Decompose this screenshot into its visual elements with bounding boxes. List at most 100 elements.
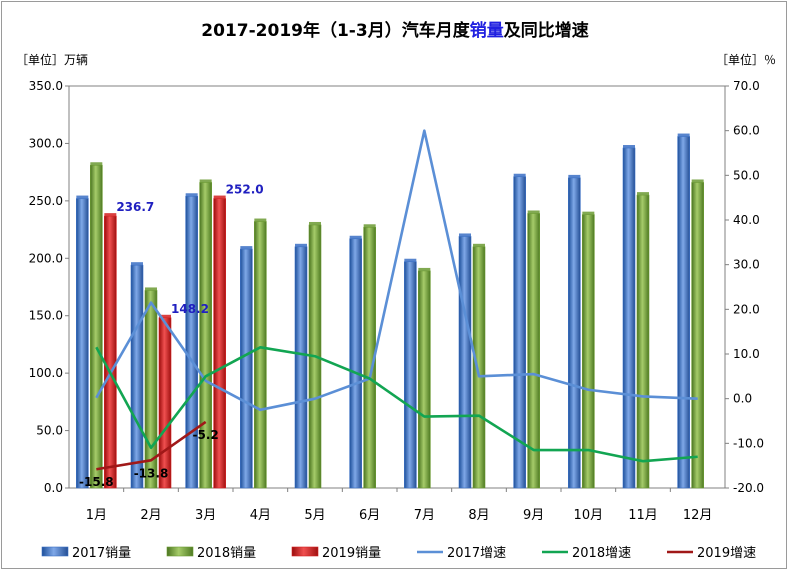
x-tick-label: 6月 — [359, 508, 380, 523]
chart-title: 2017-2019年（1-3月）汽车月度销量及同比增速 — [201, 20, 588, 41]
line-data-label: -15.8 — [79, 475, 114, 489]
right-unit-label: ［单位］％ — [716, 52, 776, 67]
bar-2017销量-7月 — [404, 262, 416, 488]
bar-2018销量-1月 — [90, 165, 102, 488]
bar-2017销量-8月 — [459, 236, 471, 488]
x-tick-label: 3月 — [195, 508, 216, 523]
bar-2017销量-6月 — [350, 239, 362, 488]
bar-cap-2018销量-7月 — [418, 268, 430, 271]
right-tick-label: 50.0 — [733, 168, 760, 182]
bar-cap-2018销量-2月 — [145, 287, 157, 290]
bar-cap-2017销量-3月 — [186, 193, 198, 196]
bar-2017销量-12月 — [678, 137, 690, 488]
bar-cap-2018销量-10月 — [582, 212, 594, 215]
right-axis: -20.0 -10.0 0.0 10.0 20.0 30.0 40.0 50.0 60.0 70.… — [725, 79, 764, 495]
bar-cap-2018销量-8月 — [473, 244, 485, 247]
bar-cap-2017销量-6月 — [350, 236, 362, 239]
left-tick-label: 100.0 — [29, 366, 63, 380]
bar-cap-2018销量-1月 — [90, 162, 102, 165]
bar-data-label: 252.0 — [226, 183, 264, 197]
x-tick-label: 1月 — [86, 508, 107, 523]
bar-2017销量-10月 — [568, 178, 580, 488]
legend: 2017销量 2018销量 2019销量 2017增速 2018增速 2019增速 — [42, 546, 756, 561]
right-tick-label: 10.0 — [733, 347, 760, 361]
bar-2018销量-12月 — [692, 182, 704, 488]
bar-cap-2017销量-9月 — [514, 174, 526, 177]
legend-label-2019增速: 2019增速 — [697, 546, 756, 561]
legend-label-2018销量: 2018销量 — [197, 546, 256, 561]
chart-title-suffix: 及同比增速 — [504, 20, 589, 41]
bar-2019销量-3月 — [214, 199, 226, 488]
left-tick-label: 250.0 — [29, 194, 63, 208]
right-tick-label: 30.0 — [733, 258, 760, 272]
x-tick-label: 4月 — [250, 508, 271, 523]
right-tick-label: 20.0 — [733, 302, 760, 316]
chart-title-highlight: 销量 — [470, 20, 504, 41]
bar-cap-2017销量-5月 — [295, 244, 307, 247]
line-data-label: -5.2 — [193, 428, 219, 442]
x-tick-label: 10月 — [574, 508, 604, 523]
bar-cap-2018销量-5月 — [309, 222, 321, 225]
legend-swatch-2019销量 — [292, 547, 318, 556]
left-tick-label: 200.0 — [29, 251, 63, 265]
bar-cap-2019销量-1月 — [104, 213, 116, 216]
bar-cap-2017销量-1月 — [76, 196, 88, 199]
bar-cap-2017销量-10月 — [568, 175, 580, 178]
bar-cap-2018销量-12月 — [692, 179, 704, 182]
bar-cap-2019销量-3月 — [214, 196, 226, 199]
right-tick-label: 60.0 — [733, 124, 760, 138]
x-tick-label: 11月 — [628, 508, 658, 523]
line-data-label: -13.8 — [134, 466, 169, 480]
legend-label-2017增速: 2017增速 — [447, 546, 506, 561]
bar-2017销量-5月 — [295, 247, 307, 488]
bar-2017销量-1月 — [76, 199, 88, 488]
bar-cap-2017销量-12月 — [678, 134, 690, 137]
bar-cap-2017销量-2月 — [131, 262, 143, 265]
bar-2018销量-8月 — [473, 247, 485, 488]
bar-2019销量-2月 — [159, 318, 171, 488]
bar-cap-2018销量-4月 — [254, 219, 266, 222]
x-tick-label: 7月 — [414, 508, 435, 523]
right-tick-label: -20.0 — [733, 481, 764, 495]
x-tick-label: 2月 — [140, 508, 161, 523]
right-tick-label: 70.0 — [733, 79, 760, 93]
left-tick-label: 150.0 — [29, 309, 63, 323]
right-tick-label: 40.0 — [733, 213, 760, 227]
bar-2018销量-4月 — [254, 222, 266, 488]
left-unit-label: ［单位］万辆 — [16, 52, 88, 67]
bar-cap-2017销量-8月 — [459, 233, 471, 236]
bar-cap-2018销量-3月 — [200, 179, 212, 182]
bar-2017销量-4月 — [240, 249, 252, 488]
right-tick-label: 0.0 — [733, 392, 752, 406]
bar-2017销量-2月 — [131, 265, 143, 488]
legend-label-2019销量: 2019销量 — [322, 546, 381, 561]
bar-cap-2017销量-7月 — [404, 259, 416, 262]
chart-title-prefix: 2017-2019年（1-3月）汽车月度 — [201, 20, 470, 41]
legend-label-2018增速: 2018增速 — [572, 546, 631, 561]
bar-2017销量-3月 — [186, 196, 198, 488]
bar-data-label: 236.7 — [116, 200, 154, 214]
legend-label-2017销量: 2017销量 — [72, 546, 131, 561]
bar-2019销量-1月 — [104, 216, 116, 488]
left-tick-label: 50.0 — [36, 424, 63, 438]
bar-cap-2018销量-6月 — [364, 224, 376, 227]
bar-cap-2017销量-11月 — [623, 145, 635, 148]
bar-cap-2018销量-9月 — [528, 210, 540, 213]
left-tick-label: 350.0 — [29, 79, 63, 93]
legend-swatch-2018销量 — [167, 547, 193, 556]
bar-2018销量-7月 — [418, 271, 430, 488]
left-tick-label: 300.0 — [29, 136, 63, 150]
x-tick-label: 8月 — [468, 508, 489, 523]
bar-2018销量-11月 — [637, 195, 649, 488]
bar-data-label: 148.2 — [171, 302, 209, 316]
legend-swatch-2017销量 — [42, 547, 68, 556]
right-tick-label: -10.0 — [733, 436, 764, 450]
bar-2018销量-10月 — [582, 215, 594, 488]
x-tick-label: 9月 — [523, 508, 544, 523]
x-tick-label: 5月 — [304, 508, 325, 523]
bar-cap-2017销量-4月 — [240, 246, 252, 249]
